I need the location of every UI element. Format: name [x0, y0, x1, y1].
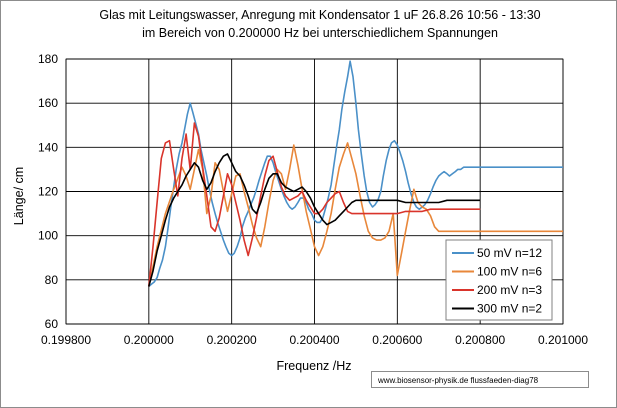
y-tick-label: 140: [38, 140, 58, 154]
x-tick-labels: 0.199800 0.200000 0.200200 0.200400 0.200600…: [41, 333, 588, 347]
y-tick-label: 160: [38, 96, 58, 110]
x-tick-label: 0.200000: [124, 333, 174, 347]
legend-label: 200 mV n=3: [477, 283, 542, 297]
series-line-4: [148, 153, 481, 287]
series-line-2: [148, 142, 563, 287]
x-tick-label: 0.200200: [207, 333, 257, 347]
y-tick-labels: 60 80 100 120 140 160 180: [38, 52, 58, 331]
y-tick-label: 80: [45, 273, 59, 287]
y-axis-label: Länge/ cm: [12, 167, 26, 225]
x-tick-label: 0.200600: [372, 333, 422, 347]
legend-label: 50 mV n=12: [477, 246, 542, 260]
legend: 50 mV n=12 100 mV n=6 200 mV n=3 300 mV n=2: [445, 239, 553, 321]
chart-subtitle: im Bereich von 0.200000 Hz bei unterschi…: [142, 26, 498, 40]
x-tick-label: 0.200800: [455, 333, 505, 347]
legend-label: 100 mV n=6: [477, 265, 542, 279]
series-lines: [148, 60, 563, 288]
x-tick-label: 0.200400: [289, 333, 339, 347]
source-credit: www.biosensor-physik.de flussfaeden-diag…: [371, 371, 589, 388]
series-line-1: [148, 60, 563, 288]
legend-label: 300 mV n=2: [477, 302, 542, 316]
y-tick-label: 120: [38, 185, 58, 199]
chart-title: Glas mit Leitungswasser, Anregung mit Ko…: [99, 8, 541, 22]
y-tick-label: 60: [45, 317, 59, 331]
y-tick-label: 100: [38, 229, 58, 243]
y-tick-label: 180: [38, 52, 58, 66]
x-tick-label: 0.199800: [41, 333, 91, 347]
x-tick-label: 0.201000: [538, 333, 588, 347]
series-line-3: [148, 122, 481, 287]
x-axis-label: Frequenz /Hz: [276, 359, 351, 373]
